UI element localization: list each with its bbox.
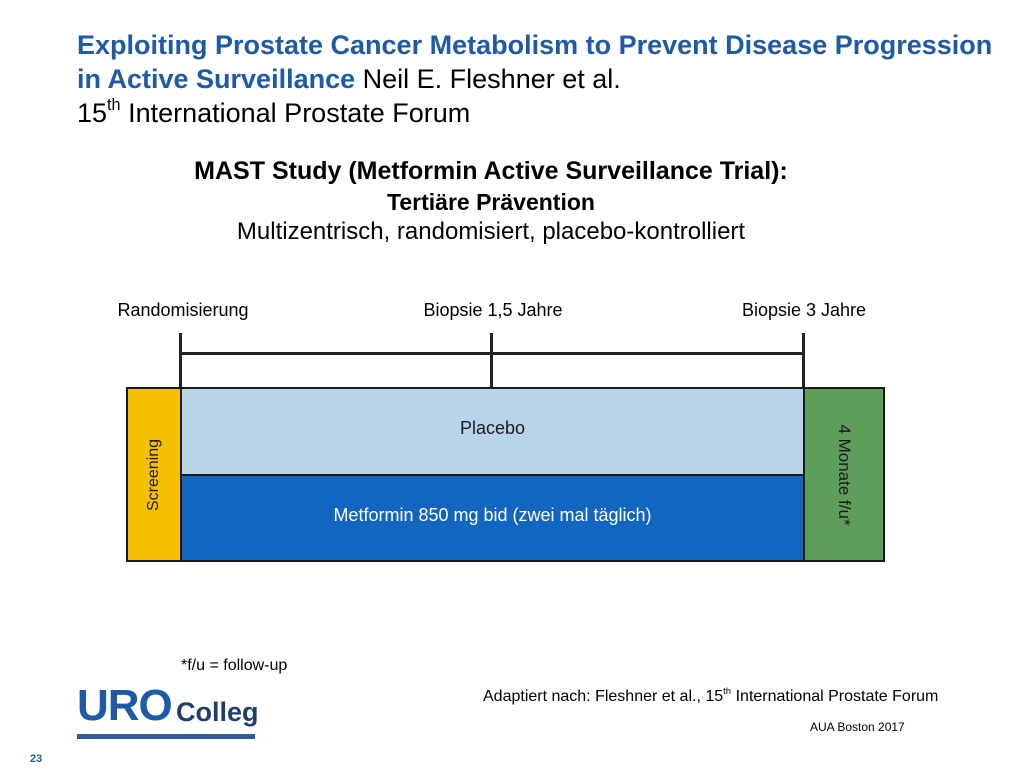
footnote: *f/u = follow-up <box>181 657 288 674</box>
forum-name: International Prostate Forum <box>128 98 471 128</box>
source-note: Adaptiert nach: Fleshner et al., 15th In… <box>483 685 939 706</box>
logo-colleg-text: Colleg <box>176 697 259 727</box>
timeline-tick-start <box>179 333 182 388</box>
screening-label: Screening <box>145 438 162 511</box>
placebo-arm-box: Placebo <box>180 387 805 476</box>
page-number: 23 <box>30 753 43 765</box>
timeline-label-biopsy-3: Biopsie 3 Jahre <box>741 300 867 320</box>
study-design: Multizentrisch, randomisiert, placebo-ko… <box>236 218 746 245</box>
forum-superscript: th <box>107 96 121 115</box>
followup-label: 4 Monate f/u* <box>835 423 854 526</box>
timeline-bar <box>179 352 805 355</box>
placebo-label: Placebo <box>459 418 526 438</box>
study-description: MAST Study (Metformin Active Surveillanc… <box>0 156 982 247</box>
screening-phase-box: Screening <box>126 387 182 562</box>
conference-label: AUA Boston 2017 <box>810 720 905 734</box>
forum-line: 15th International Prostate Forum <box>77 96 997 130</box>
urocolleg-logo: URO Colleg <box>77 680 259 742</box>
slide-title: Exploiting Prostate Cancer Metabolism to… <box>77 28 997 130</box>
timeline-tick-end <box>802 333 805 388</box>
logo-uro-text: URO <box>77 681 173 730</box>
timeline-label-randomization: Randomisierung <box>117 300 249 320</box>
forum-number: 15 <box>77 98 108 128</box>
timeline-label-biopsy-1-5: Biopsie 1,5 Jahre <box>423 300 563 320</box>
study-prevention-type: Tertiäre Prävention <box>387 189 595 215</box>
followup-phase-box: 4 Monate f/u* <box>803 387 885 562</box>
timeline-tick-mid <box>490 333 493 388</box>
source-superscript: th <box>723 685 732 697</box>
metformin-label: Metformin 850 mg bid (zwei mal täglich) <box>333 505 652 525</box>
metformin-arm-box: Metformin 850 mg bid (zwei mal täglich) <box>180 474 805 562</box>
study-name: MAST Study (Metformin Active Surveillanc… <box>194 157 788 185</box>
authors-text: Neil E. Fleshner et al. <box>362 64 621 94</box>
title-text: Exploiting Prostate Cancer Metabolism to… <box>77 30 993 94</box>
logo-underline <box>77 734 255 739</box>
source-prefix: Adaptiert nach: Fleshner et al., 15 <box>483 688 724 705</box>
source-rest: International Prostate Forum <box>735 688 939 705</box>
